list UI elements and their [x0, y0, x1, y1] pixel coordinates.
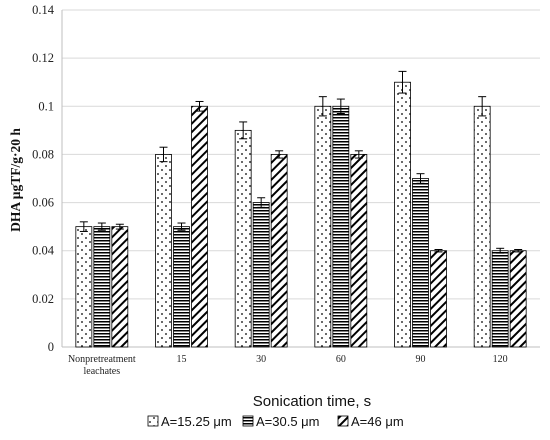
y-tick-label: 0.02	[32, 292, 54, 306]
y-tick-label: 0.06	[32, 196, 54, 210]
x-tick-label: 90	[416, 354, 426, 365]
y-tick-label: 0.08	[32, 147, 54, 161]
bar	[234, 129, 252, 348]
legend-swatch	[242, 415, 254, 427]
bar	[412, 178, 429, 348]
bar	[93, 226, 111, 348]
bar	[509, 250, 527, 348]
x-tick-label: 60	[336, 354, 346, 365]
bar	[332, 105, 350, 348]
grid-lines	[62, 9, 540, 300]
bar	[191, 105, 208, 348]
bar	[314, 105, 332, 348]
bar	[173, 226, 190, 348]
axes	[61, 10, 540, 348]
legend-label: A=30.5 μm	[256, 414, 320, 429]
x-tick-label: Nonpretreatment leachates	[68, 354, 136, 377]
bar	[155, 154, 172, 348]
legend-label: A=46 μm	[351, 414, 404, 429]
bar	[75, 226, 93, 348]
x-tick-label: 120	[493, 354, 508, 365]
legend-swatch	[337, 415, 349, 427]
y-tick-label: 0.04	[32, 244, 55, 258]
legend-label: A=15.25 μm	[161, 414, 232, 429]
y-tick-label: 0.14	[32, 3, 55, 17]
bar	[491, 250, 509, 348]
bar	[111, 226, 129, 348]
bar	[350, 154, 368, 348]
bar	[473, 105, 491, 348]
bar	[252, 202, 270, 348]
legend-swatch	[147, 415, 159, 427]
x-tick-label: 15	[177, 354, 187, 365]
y-axis-title: DHA μgTF/g·20 h	[8, 128, 23, 232]
bar	[394, 81, 411, 348]
bars	[75, 70, 527, 348]
bar	[430, 250, 447, 348]
legend: A=15.25 μm A=30.5 μm A=46 μm	[147, 414, 404, 429]
x-tick-label: 30	[256, 354, 266, 365]
x-axis-title: Sonication time, s	[253, 393, 371, 410]
y-tick-label: 0	[48, 340, 54, 354]
y-tick-label: 0.1	[38, 99, 54, 113]
y-tick-label: 0.12	[32, 51, 54, 65]
tick-labels: 0 0.02 0.04 0.06 0.08 0.1 0.12 0.14 Nonpretreatm…	[32, 3, 508, 377]
bar	[270, 154, 288, 348]
